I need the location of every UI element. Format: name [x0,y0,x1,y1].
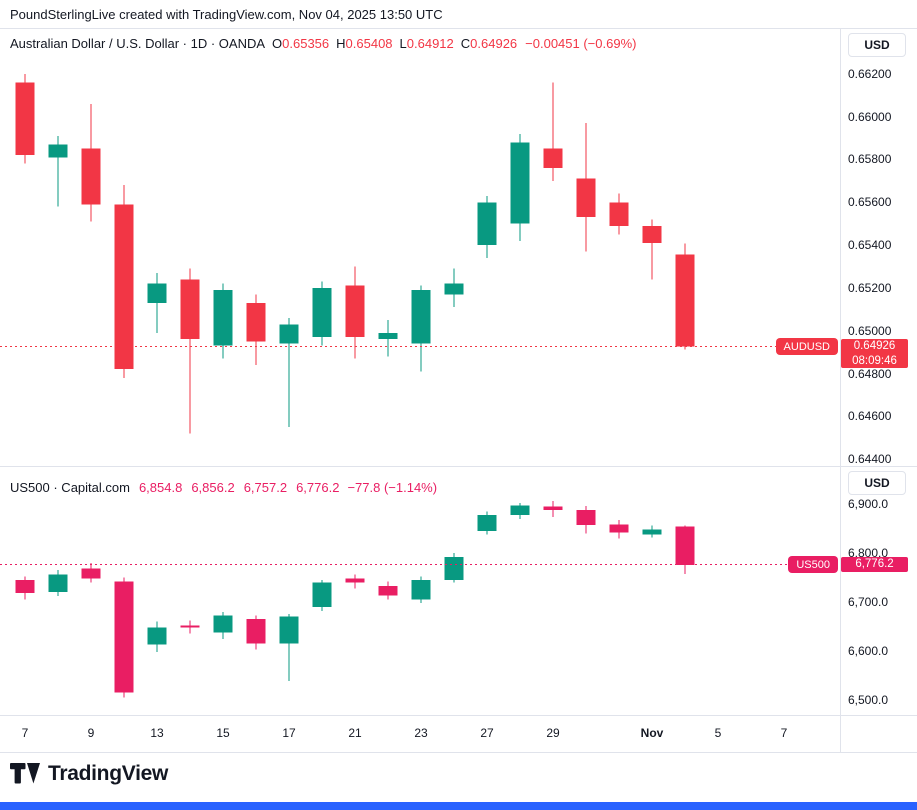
price-axis-tick: 6,600.0 [848,643,889,658]
time-axis-label: 15 [216,726,230,740]
time-axis-label: 9 [87,726,95,740]
us500-open: 6,854.8 [138,480,183,495]
time-axis-label: 7 [21,726,29,740]
price-axis-tick: 0.64800 [848,366,892,381]
close-key: C [460,36,471,51]
us500-candlestick-chart[interactable] [0,466,840,715]
time-axis-label: 13 [150,726,164,740]
us500-high: 6,856.2 [191,480,235,495]
us500-price-pill: US500 [788,556,838,574]
low-value: 0.64912 [406,36,454,51]
time-axis-label: 7 [780,726,788,740]
price-axis-divider [840,28,841,752]
audusd-legend: Australian Dollar / U.S. Dollar · 1D · O… [10,36,636,51]
price-axis-tick: 6,900.0 [848,497,889,512]
price-axis-tick: 6,500.0 [848,692,889,707]
time-axis-label: 23 [414,726,428,740]
pane-divider [0,466,917,467]
price-axis-tick: 0.65200 [848,280,892,295]
high-key: H [336,36,346,51]
price-axis-tick: 6,800.0 [848,546,889,561]
audusd-currency-button[interactable]: USD [848,33,906,57]
tradingview-wordmark: TradingView [48,762,169,785]
time-axis-label: 17 [282,726,296,740]
attribution-text: PoundSterlingLive created with TradingVi… [10,7,443,22]
price-axis-tick: 0.64600 [848,409,892,424]
us500-change: −77.8 (−1.14%) [347,480,438,495]
price-axis-tick: 6,700.0 [848,594,889,609]
price-axis-tick: 0.65800 [848,152,892,167]
us500-last-price: 6,776.2 [855,558,894,571]
price-axis-tick: 0.64400 [848,452,892,467]
audusd-bar-countdown: 08:09:46 [852,354,897,367]
time-axis-label: 5 [714,726,722,740]
tradingview-logo-icon [10,762,40,783]
high-value: 0.65408 [345,36,393,51]
price-axis-tick: 0.66200 [848,66,892,81]
time-axis-label: 27 [480,726,494,740]
us500-close: 6,776.2 [296,480,340,495]
tradingview-logo[interactable]: TradingView [10,762,168,786]
price-axis-tick: 0.66000 [848,109,892,124]
time-axis-label: 21 [348,726,362,740]
audusd-change: −0.00451 (−0.69%) [525,36,637,51]
price-axis-tick: 0.65000 [848,323,892,338]
us500-currency-button[interactable]: USD [848,471,906,495]
open-key: O [272,36,283,51]
time-axis-label: 29 [546,726,560,740]
divider [0,28,917,29]
brand-accent-bar [0,802,917,810]
audusd-last-price: 0.64926 [853,340,896,353]
us500-symbol-title: US500 · Capital.com [10,480,130,495]
time-axis-divider [0,715,917,716]
price-axis-tick: 0.65600 [848,195,892,210]
time-axis-label: Nov [640,726,664,740]
audusd-price-pill: AUDUSD [775,338,838,356]
audusd-symbol-title: Australian Dollar / U.S. Dollar · 1D · O… [10,36,266,51]
us500-price-axis-label: 6,776.2 [841,557,908,572]
us500-low: 6,757.2 [243,480,288,495]
price-axis-tick: 0.65400 [848,238,892,253]
divider [0,752,917,753]
close-value: 0.64926 [470,36,518,51]
open-value: 0.65356 [282,36,330,51]
low-key: L [399,36,407,51]
us500-legend: US500 · Capital.com 6,854.8 6,856.2 6,757.2… [10,480,437,495]
audusd-price-axis-label: 0.64926 08:09:46 [841,339,908,369]
audusd-candlestick-chart[interactable] [0,28,840,466]
